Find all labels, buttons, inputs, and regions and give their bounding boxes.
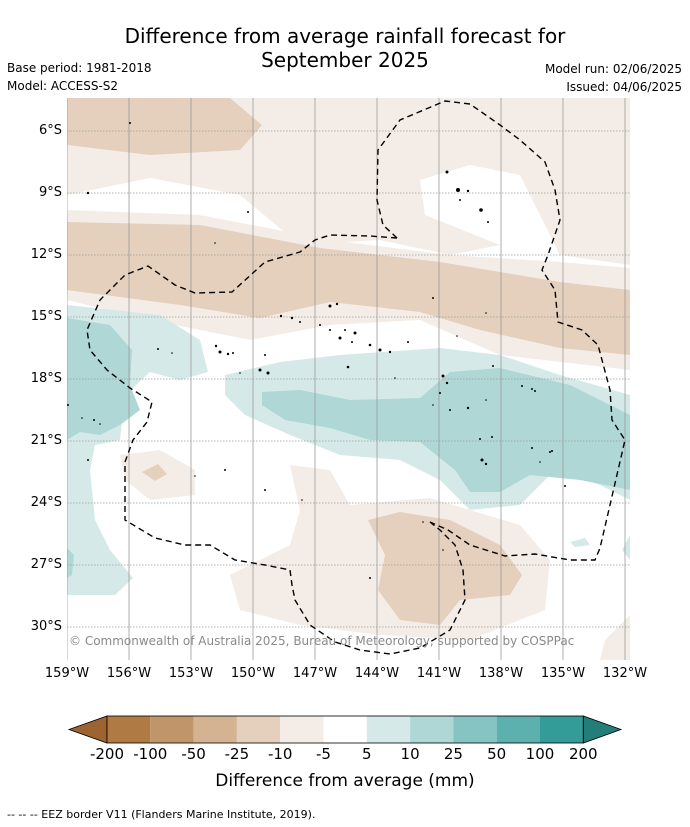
colorbar-tick-m10: -10	[267, 745, 293, 763]
lat-label-6s: 6°S	[38, 123, 62, 138]
lon-label-135w: 135°W	[540, 666, 586, 681]
model-run: Model run: 02/06/2025	[544, 62, 682, 76]
lat-label-30s: 30°S	[30, 619, 62, 634]
colorbar-tick-p25: 25	[443, 745, 463, 763]
eez-border-french-polynesia	[86, 234, 466, 655]
meta-right: Model run: 02/06/2025 Issued: 04/06/2025	[545, 60, 682, 96]
graticule	[67, 98, 630, 660]
model-name: Model: ACCESS-S2	[7, 79, 119, 93]
lat-label-12s: 12°S	[30, 247, 62, 262]
lon-label-144w: 144°W	[354, 666, 400, 681]
issued-date: Issued: 04/06/2025	[566, 80, 682, 94]
colorbar-swatch-4	[280, 716, 324, 743]
lon-label-159w: 159°W	[44, 666, 90, 681]
wet-area-moderate-central	[262, 368, 630, 492]
lon-label-138w: 138°W	[478, 666, 524, 681]
colorbar-tick-p200: 200	[568, 745, 598, 763]
lat-label-15s: 15°S	[30, 309, 62, 324]
colorbar-extend-low	[67, 715, 108, 744]
dry-area-moderate-north	[67, 98, 262, 155]
colorbar-tick-m50: -50	[181, 745, 206, 763]
lat-label-9s: 9°S	[38, 185, 62, 200]
colorbar-tick-m5: -5	[316, 745, 331, 763]
lon-label-150w: 150°W	[230, 666, 276, 681]
colorbar-swatch-9	[496, 716, 540, 743]
dry-band-moderate-central	[67, 222, 630, 355]
base-period: Base period: 1981-2018	[7, 61, 152, 75]
lat-label-21s: 21°S	[30, 433, 62, 448]
colorbar-tick-p10: 10	[400, 745, 420, 763]
colorbar-swatch-3	[236, 716, 281, 743]
lon-label-156w: 156°W	[106, 666, 152, 681]
colorbar-label: Difference from average (mm)	[215, 771, 475, 791]
dry-area-light-southeast	[600, 615, 630, 660]
colorbar-swatch-6	[366, 716, 411, 743]
colorbar-tick-p50: 50	[487, 745, 507, 763]
colorbar-tick-m25: -25	[224, 745, 250, 763]
title-line-2: September 2025	[261, 48, 429, 72]
lon-label-153w: 153°W	[168, 666, 214, 681]
dry-area-moderate-south	[368, 512, 522, 625]
colorbar-swatch-2	[193, 716, 237, 743]
colorbar-extend-high	[582, 715, 623, 744]
lon-label-147w: 147°W	[292, 666, 338, 681]
colorbar-swatch-0	[107, 716, 151, 743]
colorbar-swatch-1	[150, 716, 194, 743]
lat-label-24s: 24°S	[30, 495, 62, 510]
dry-spot-moderate-southwest	[142, 464, 167, 481]
colorbar-swatch-10	[540, 716, 584, 743]
eez-legend: -- -- -- EEZ border V11 (Flanders Marine…	[7, 808, 316, 821]
wet-spot-light-east	[570, 538, 590, 547]
colorbar-tick-m100: -100	[133, 745, 168, 763]
eez-border-cook-islands	[376, 100, 626, 561]
colorbar-tick-p5: 5	[362, 745, 372, 763]
islands	[67, 122, 566, 579]
colorbar-tick-p100: 100	[525, 745, 555, 763]
colorbar-swatch-8	[453, 716, 497, 743]
lon-label-132w: 132°W	[602, 666, 648, 681]
title-line-1: Difference from average rainfall forecas…	[124, 24, 566, 48]
colorbar-tick-m200: -200	[89, 745, 125, 763]
colorbar-swatch-5	[323, 716, 367, 743]
colorbar-frame	[106, 715, 584, 744]
lat-label-27s: 27°S	[30, 557, 62, 572]
lat-label-18s: 18°S	[30, 371, 62, 386]
meta-left: Base period: 1981-2018 Model: ACCESS-S2	[7, 59, 152, 95]
copyright-credit: © Commonwealth of Australia 2025, Bureau…	[69, 634, 575, 648]
map-title: Difference from average rainfall forecas…	[0, 24, 690, 72]
lon-label-141w: 141°W	[416, 666, 462, 681]
wet-spot-moderate-sw	[67, 548, 74, 578]
colorbar-swatch-7	[410, 716, 454, 743]
wet-spot-light-edge	[622, 535, 630, 560]
